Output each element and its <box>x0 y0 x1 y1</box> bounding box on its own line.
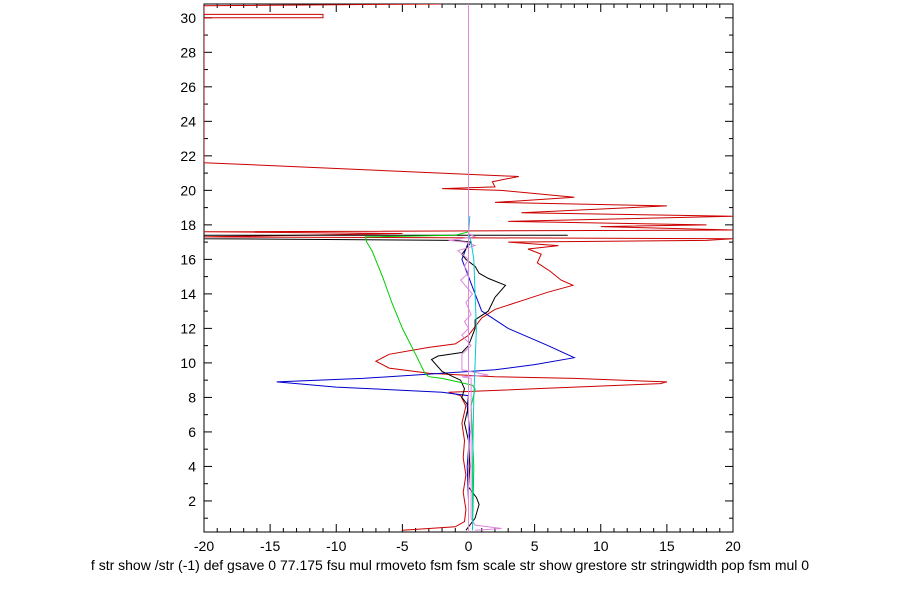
y-tick-label: 2 <box>188 493 196 509</box>
x-tick-label: -10 <box>326 538 346 554</box>
series-layer <box>204 4 733 532</box>
y-tick-label: 24 <box>180 113 196 129</box>
x-tick-label: 20 <box>725 538 741 554</box>
x-tick-label: 15 <box>659 538 675 554</box>
x-tick-label: -20 <box>194 538 214 554</box>
series-line-6 <box>467 216 477 531</box>
x-axis-label: f str show /str (-1) def gsave 0 77.175 … <box>91 557 809 573</box>
y-tick-label: 18 <box>180 217 196 233</box>
y-tick-label: 16 <box>180 251 196 267</box>
y-tick-label: 8 <box>188 389 196 405</box>
y-tick-label: 26 <box>180 79 196 95</box>
y-tick-label: 22 <box>180 148 196 164</box>
y-tick-label: 10 <box>180 355 196 371</box>
x-tick-label: 10 <box>593 538 609 554</box>
x-axis: -20 -15 -10 -5 0 5 10 15 20 <box>194 4 741 554</box>
y-tick-label: 28 <box>180 44 196 60</box>
y-tick-label: 6 <box>188 424 196 440</box>
y-tick-label: 4 <box>188 458 196 474</box>
y-tick-label: 20 <box>180 182 196 198</box>
x-tick-label: 0 <box>465 538 473 554</box>
y-tick-label: 12 <box>180 320 196 336</box>
y-tick-label: 14 <box>180 286 196 302</box>
x-tick-label: 5 <box>531 538 539 554</box>
x-tick-label: -15 <box>260 538 280 554</box>
x-tick-label: -5 <box>396 538 409 554</box>
y-tick-label: 30 <box>180 10 196 26</box>
